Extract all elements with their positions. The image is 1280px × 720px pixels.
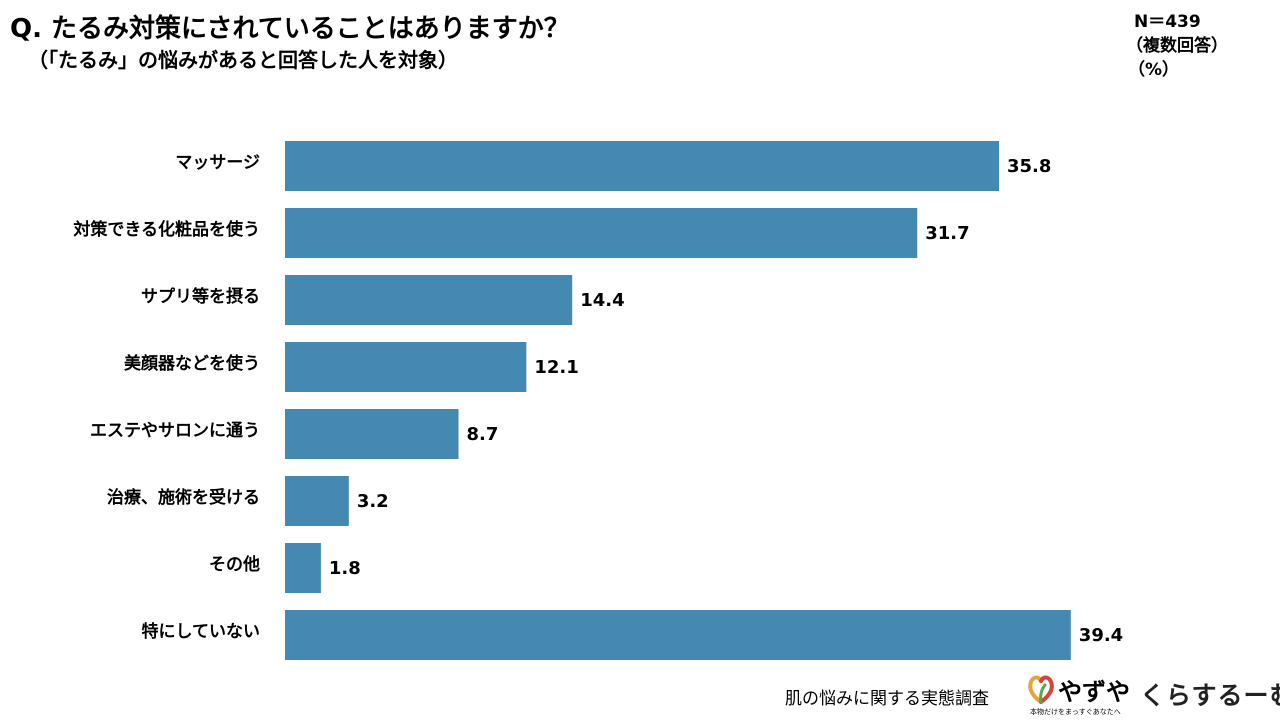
unit-label: （%）: [1128, 60, 1180, 80]
value-label: 3.2: [357, 491, 389, 512]
bar: [285, 543, 321, 593]
category-label: サプリ等を摂る: [141, 286, 260, 307]
chart-subtitle: （「たるみ」の悩みがあると回答した人を対象）: [28, 48, 458, 72]
value-label: 1.8: [329, 558, 361, 579]
heart-logo-icon: [1028, 675, 1054, 704]
category-label: マッサージ: [175, 153, 260, 173]
value-label: 39.4: [1079, 625, 1123, 646]
category-label: 治療、施術を受ける: [107, 487, 260, 508]
bar: [285, 275, 573, 325]
yazuya-logo: やずや 本物だけをまっすぐあなたへ: [1026, 670, 1138, 718]
value-label: 31.7: [925, 223, 969, 244]
bar: [285, 342, 527, 392]
category-label: エステやサロンに通う: [90, 421, 260, 441]
category-label: 対策できる化粧品を使う: [72, 219, 260, 240]
value-label: 8.7: [467, 424, 499, 445]
survey-name: 肌の悩みに関する実態調査: [785, 689, 989, 709]
multi-answer-note: （複数回答）: [1126, 36, 1228, 56]
logo-tagline: 本物だけをまっすぐあなたへ: [1030, 708, 1121, 716]
chart-title: Q. たるみ対策にされていることはありますか？: [10, 14, 570, 44]
kurasuroom-logo: くらするーむ: [1140, 681, 1280, 710]
logo-wordmark: やずや: [1058, 678, 1130, 706]
sample-info: N＝439 （複数回答） （%）: [1126, 10, 1228, 82]
value-label: 12.1: [534, 357, 578, 378]
value-label: 35.8: [1007, 156, 1051, 177]
category-label: 美顔器などを使う: [124, 353, 260, 374]
sample-size: N＝439: [1134, 12, 1201, 32]
bar-chart: マッサージ 35.8 対策できる化粧品を使う 31.7 サプリ等を摂る 14.4 美顔器など…: [72, 141, 1123, 660]
bar: [285, 476, 349, 526]
category-label: 特にしていない: [142, 621, 261, 642]
bar: [285, 208, 918, 258]
value-label: 14.4: [580, 290, 624, 311]
bar: [285, 141, 999, 191]
category-label: その他: [209, 554, 260, 575]
bar: [285, 610, 1071, 660]
bar: [285, 409, 459, 459]
